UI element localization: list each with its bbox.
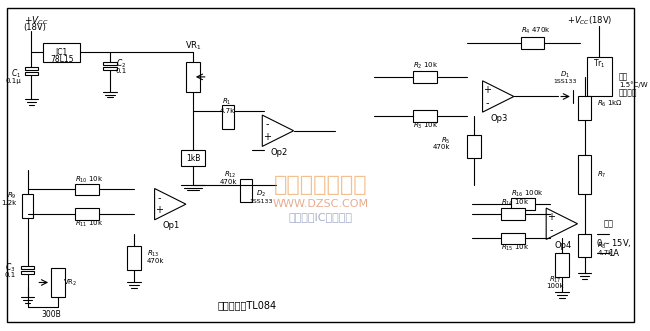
Bar <box>578 96 592 120</box>
Bar <box>511 198 535 210</box>
Text: 输出: 输出 <box>604 219 614 228</box>
Text: $R_{12}$: $R_{12}$ <box>224 170 237 180</box>
Text: Op4: Op4 <box>554 241 571 250</box>
Bar <box>586 57 612 96</box>
Bar <box>555 253 569 277</box>
Text: 0.1: 0.1 <box>5 272 16 278</box>
Text: $R_{15}$ 10k: $R_{15}$ 10k <box>501 243 530 253</box>
Text: $R_{16}$ 100k: $R_{16}$ 100k <box>511 188 544 199</box>
Text: $R_7$: $R_7$ <box>597 170 606 180</box>
Text: $R_4$ 470k: $R_4$ 470k <box>521 26 551 36</box>
Text: 100k: 100k <box>547 283 564 289</box>
Text: 4.7k: 4.7k <box>220 108 235 114</box>
Text: Op1: Op1 <box>162 221 180 230</box>
Text: 0.1μ: 0.1μ <box>6 78 21 84</box>
Text: $R_{14}$ 10k: $R_{14}$ 10k <box>501 198 530 208</box>
Text: +: + <box>483 85 491 95</box>
Bar <box>21 194 33 218</box>
Text: $R_2$ 10k: $R_2$ 10k <box>413 61 439 71</box>
Text: 全球最大IC采购网站: 全球最大IC采购网站 <box>288 212 352 222</box>
Text: 安装: 安装 <box>619 72 628 81</box>
Text: +$V_{CC}$(18V): +$V_{CC}$(18V) <box>567 15 612 27</box>
Text: $D_2$: $D_2$ <box>257 189 266 200</box>
Bar <box>181 150 205 166</box>
Bar <box>501 208 525 220</box>
Text: 1SS133: 1SS133 <box>553 79 577 84</box>
Bar <box>43 43 81 62</box>
Text: $R_6$ 1kΩ: $R_6$ 1kΩ <box>597 99 623 110</box>
Text: 470k: 470k <box>147 258 164 264</box>
Text: -: - <box>157 193 161 203</box>
Text: (18V): (18V) <box>23 24 47 32</box>
Text: 1A: 1A <box>608 249 619 258</box>
Text: -: - <box>549 225 552 235</box>
Text: $0\sim$15V,: $0\sim$15V, <box>596 237 632 249</box>
Text: 470k: 470k <box>433 144 450 150</box>
Text: 维库电子市场网: 维库电子市场网 <box>274 174 367 195</box>
Text: $C_3$: $C_3$ <box>5 261 16 274</box>
Bar <box>578 234 592 257</box>
Text: $R_{11}$ 10k: $R_{11}$ 10k <box>75 219 104 229</box>
Bar <box>186 62 200 92</box>
Bar <box>222 105 234 129</box>
Text: $R_3$ 10k: $R_3$ 10k <box>413 121 439 131</box>
Text: Op2: Op2 <box>270 148 288 157</box>
Text: 1kB: 1kB <box>186 154 200 163</box>
Text: 4.7k: 4.7k <box>597 250 612 256</box>
Bar <box>51 268 65 297</box>
Text: $C_2$: $C_2$ <box>116 58 127 71</box>
Bar <box>578 155 592 194</box>
Text: +: + <box>263 132 271 142</box>
Text: -: - <box>265 119 268 129</box>
Text: $R_{10}$ 10k: $R_{10}$ 10k <box>75 174 104 185</box>
Text: +$V_{CC}$: +$V_{CC}$ <box>23 15 48 27</box>
Bar <box>413 71 437 83</box>
Text: $R_{13}$: $R_{13}$ <box>147 249 160 259</box>
Text: VR$_2$: VR$_2$ <box>63 277 77 288</box>
Bar <box>103 67 116 70</box>
Text: 1.2k: 1.2k <box>1 200 17 206</box>
Bar <box>501 233 525 244</box>
Bar <box>21 266 34 269</box>
Text: VR$_1$: VR$_1$ <box>185 39 202 52</box>
Bar <box>25 72 38 75</box>
Text: $D_1$: $D_1$ <box>560 70 570 80</box>
Bar <box>21 271 34 274</box>
Text: 470k: 470k <box>220 179 237 185</box>
Bar <box>521 37 545 49</box>
Text: $C_1$: $C_1$ <box>12 68 21 80</box>
Text: 1SS133: 1SS133 <box>250 199 273 204</box>
Text: +: + <box>547 213 555 222</box>
Bar <box>413 110 437 122</box>
Text: 78L15: 78L15 <box>50 55 73 64</box>
Bar <box>75 208 99 220</box>
Text: Tr$_1$: Tr$_1$ <box>593 58 606 71</box>
Text: $R_{17}$: $R_{17}$ <box>549 274 562 285</box>
Bar <box>127 246 141 270</box>
Text: Op3: Op3 <box>491 114 508 122</box>
Text: IC1: IC1 <box>56 48 68 57</box>
Text: WWW.DZSC.COM: WWW.DZSC.COM <box>272 199 369 209</box>
Text: +: + <box>155 206 163 215</box>
Text: 1.5°C/W: 1.5°C/W <box>619 81 647 88</box>
Text: 的散热片: 的散热片 <box>619 88 637 97</box>
Bar <box>240 179 252 202</box>
Text: 运算放大器TL084: 运算放大器TL084 <box>217 300 276 310</box>
Text: $R_1$: $R_1$ <box>222 97 232 108</box>
Bar <box>467 135 481 158</box>
Text: 300B: 300B <box>41 310 61 319</box>
Text: 0.1: 0.1 <box>116 68 127 74</box>
Text: $R_5$: $R_5$ <box>441 135 450 146</box>
Text: $R_8$: $R_8$ <box>597 241 607 251</box>
Bar <box>75 184 99 195</box>
Bar <box>103 62 116 65</box>
Bar <box>25 67 38 70</box>
Text: -: - <box>486 98 489 108</box>
Text: $R_9$: $R_9$ <box>7 191 17 202</box>
